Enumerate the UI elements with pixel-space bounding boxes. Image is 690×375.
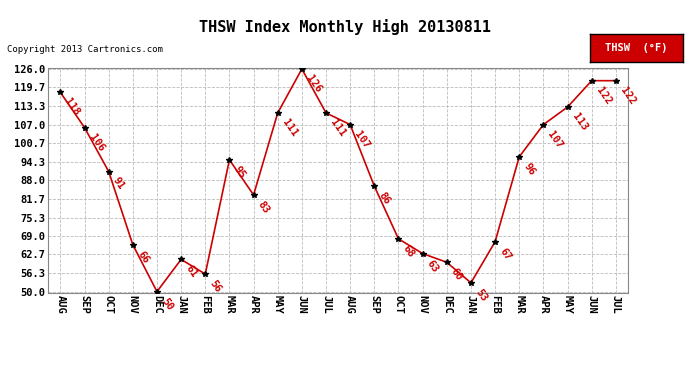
Text: 86: 86 [377,190,392,207]
Text: 107: 107 [353,129,371,150]
Text: 66: 66 [135,249,150,265]
Text: 83: 83 [256,200,271,215]
Text: 96: 96 [522,161,537,177]
Text: 107: 107 [546,129,564,150]
Text: 56: 56 [208,279,223,294]
Text: 122: 122 [618,85,637,106]
Text: 113: 113 [570,111,589,132]
Text: 50: 50 [159,296,175,312]
Text: 111: 111 [280,117,299,138]
Text: 60: 60 [449,267,464,283]
Text: 68: 68 [401,243,416,259]
Text: 118: 118 [63,97,81,118]
Text: 67: 67 [497,246,513,262]
Text: THSW  (°F): THSW (°F) [605,43,668,53]
Text: 63: 63 [425,258,440,274]
Text: 126: 126 [304,74,323,94]
Text: 106: 106 [87,132,106,153]
Text: 91: 91 [111,176,126,192]
Text: 122: 122 [594,85,613,106]
Text: 61: 61 [184,264,199,280]
Text: Copyright 2013 Cartronics.com: Copyright 2013 Cartronics.com [7,45,163,54]
Text: THSW Index Monthly High 20130811: THSW Index Monthly High 20130811 [199,19,491,35]
Text: 95: 95 [232,164,247,180]
Text: 53: 53 [473,287,489,303]
Text: 111: 111 [328,117,347,138]
